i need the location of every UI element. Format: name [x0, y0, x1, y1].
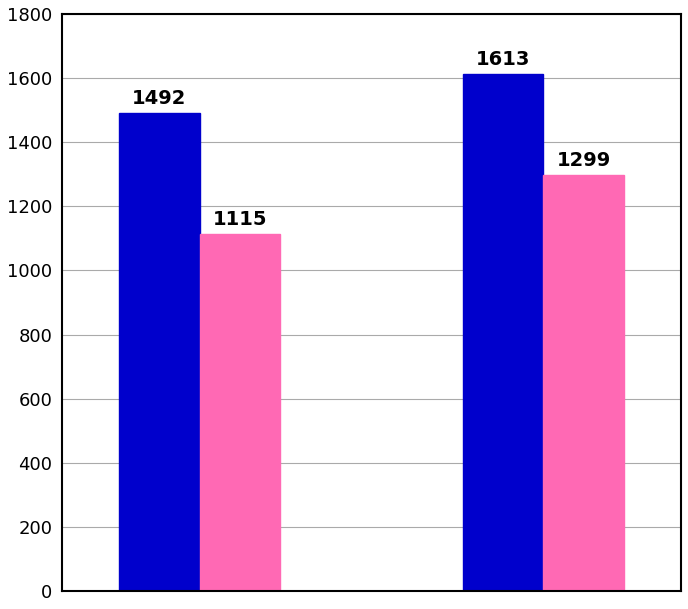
Bar: [119, 113, 200, 591]
Bar: [200, 234, 280, 591]
Bar: [463, 74, 544, 591]
Bar: [544, 175, 624, 591]
Text: 1492: 1492: [132, 89, 186, 108]
Text: 1115: 1115: [213, 209, 267, 229]
Text: 1299: 1299: [557, 151, 611, 170]
Text: 1613: 1613: [476, 50, 530, 69]
